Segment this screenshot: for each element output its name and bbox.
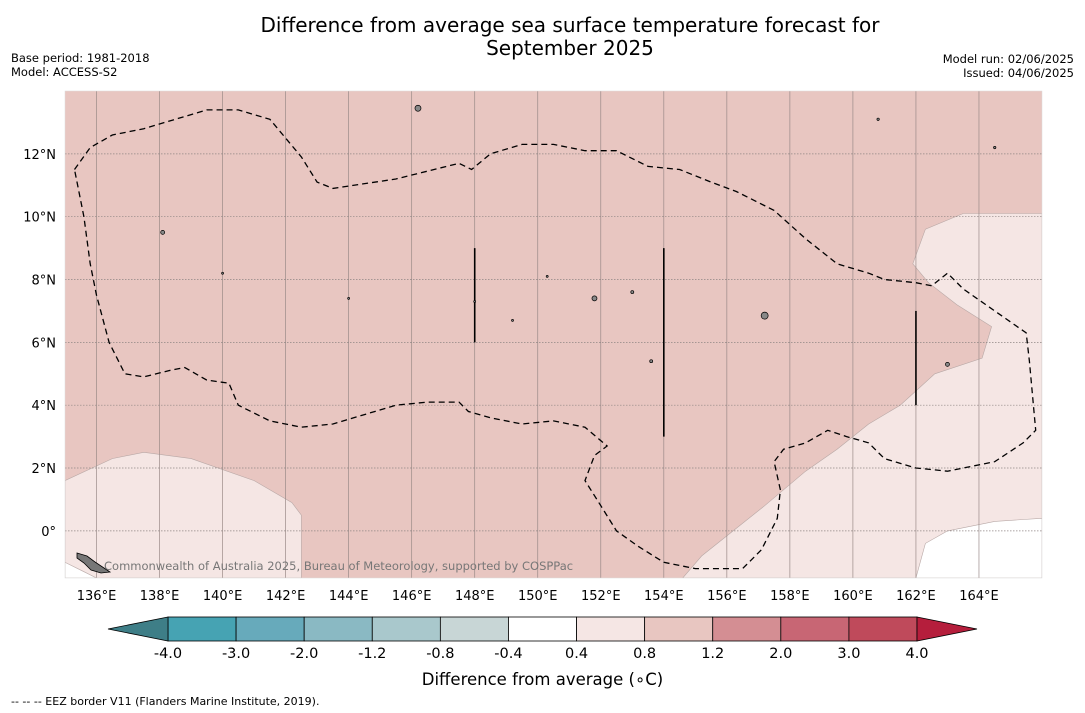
island-marker bbox=[221, 271, 224, 275]
colorbar-tick-label: 4.0 bbox=[905, 646, 928, 662]
island-marker bbox=[347, 297, 350, 300]
colorbar-bin bbox=[235, 616, 305, 642]
x-tick-label: 138°E bbox=[140, 589, 180, 604]
island-marker bbox=[630, 290, 635, 294]
x-tick-label: 154°E bbox=[644, 589, 684, 604]
x-tick-label: 150°E bbox=[518, 589, 558, 604]
colorbar-tick-label: -2.0 bbox=[290, 646, 318, 662]
island-marker bbox=[545, 275, 549, 278]
colorbar-tick-label: 3.0 bbox=[837, 646, 860, 662]
watermark-text: Commonwealth of Australia 2025, Bureau o… bbox=[104, 559, 573, 573]
model-name: Model: ACCESS-S2 bbox=[11, 65, 118, 79]
y-tick-label: 10°N bbox=[23, 211, 56, 226]
island-marker bbox=[993, 146, 997, 150]
colorbar-tick-label: 1.2 bbox=[701, 646, 724, 662]
x-tick-label: 158°E bbox=[770, 589, 810, 604]
anomaly-region bbox=[65, 451, 302, 578]
issued-date: Issued: 04/06/2025 bbox=[963, 66, 1074, 80]
x-tick-label: 142°E bbox=[266, 589, 306, 604]
x-tick-label: 148°E bbox=[455, 589, 495, 604]
footnote: -- -- -- EEZ border V11 (Flanders Marine… bbox=[11, 695, 320, 708]
base-period: Base period: 1981-2018 bbox=[11, 51, 150, 65]
x-tick-label: 152°E bbox=[581, 589, 621, 604]
island-marker bbox=[591, 295, 598, 302]
colorbar-bin bbox=[780, 616, 850, 642]
colorbar-tick-label: -0.4 bbox=[494, 646, 522, 662]
colorbar-tick-label: 2.0 bbox=[769, 646, 792, 662]
x-tick-label: 160°E bbox=[833, 589, 873, 604]
chart-title: Difference from average sea surface temp… bbox=[230, 14, 910, 60]
colorbar-bin bbox=[712, 616, 782, 642]
island-marker bbox=[945, 361, 950, 367]
colorbar-bin bbox=[848, 616, 918, 642]
island-marker bbox=[160, 230, 166, 235]
island-marker bbox=[760, 311, 769, 320]
y-tick-label: 8°N bbox=[32, 274, 57, 289]
x-tick-label: 136°E bbox=[77, 589, 117, 604]
island-marker bbox=[876, 117, 880, 121]
x-tick-label: 164°E bbox=[959, 589, 999, 604]
x-tick-label: 146°E bbox=[392, 589, 432, 604]
island-marker bbox=[649, 359, 654, 364]
colorbar-extend-high bbox=[916, 616, 978, 642]
island-land bbox=[76, 552, 112, 574]
colorbar-tick-label: -0.8 bbox=[426, 646, 454, 662]
colorbar-bin bbox=[371, 616, 441, 642]
y-tick-label: 4°N bbox=[32, 399, 57, 414]
title-line-2: September 2025 bbox=[486, 36, 654, 60]
colorbar-bin bbox=[508, 616, 577, 642]
title-line-1: Difference from average sea surface temp… bbox=[260, 13, 880, 37]
colorbar-bin bbox=[644, 616, 714, 642]
colorbar-bin bbox=[439, 616, 509, 642]
island-marker bbox=[511, 319, 514, 322]
colorbar-tick-label: -3.0 bbox=[222, 646, 250, 662]
y-tick-label: 6°N bbox=[32, 336, 57, 351]
colorbar-tick-label: 0.4 bbox=[565, 646, 588, 662]
colorbar-label: Difference from average (∘C) bbox=[421, 670, 664, 689]
colorbar-extend-low bbox=[107, 616, 169, 642]
island-marker bbox=[414, 104, 422, 112]
x-tick-label: 144°E bbox=[329, 589, 369, 604]
colorbar-bin bbox=[576, 616, 646, 642]
colorbar-tick-label: 0.8 bbox=[633, 646, 656, 662]
y-tick-label: 0° bbox=[41, 525, 56, 540]
y-tick-label: 2°N bbox=[32, 462, 57, 477]
meta-right: Model run: 02/06/2025 Issued: 04/06/2025 bbox=[943, 52, 1074, 80]
colorbar-bin bbox=[303, 616, 373, 642]
meta-left: Base period: 1981-2018 Model: ACCESS-S2 bbox=[11, 51, 150, 79]
y-tick-label: 12°N bbox=[23, 148, 56, 163]
colorbar-tick-label: -4.0 bbox=[154, 646, 182, 662]
model-run: Model run: 02/06/2025 bbox=[942, 52, 1074, 66]
plot-frame bbox=[64, 90, 1043, 579]
island-marker bbox=[473, 300, 477, 303]
eez-boundary-line bbox=[73, 109, 1037, 570]
anomaly-region bbox=[65, 561, 97, 578]
colorbar-bin bbox=[167, 616, 237, 642]
x-tick-label: 140°E bbox=[203, 589, 243, 604]
colorbar-tick-label: -1.2 bbox=[358, 646, 386, 662]
x-tick-label: 156°E bbox=[707, 589, 747, 604]
x-tick-label: 162°E bbox=[896, 589, 936, 604]
